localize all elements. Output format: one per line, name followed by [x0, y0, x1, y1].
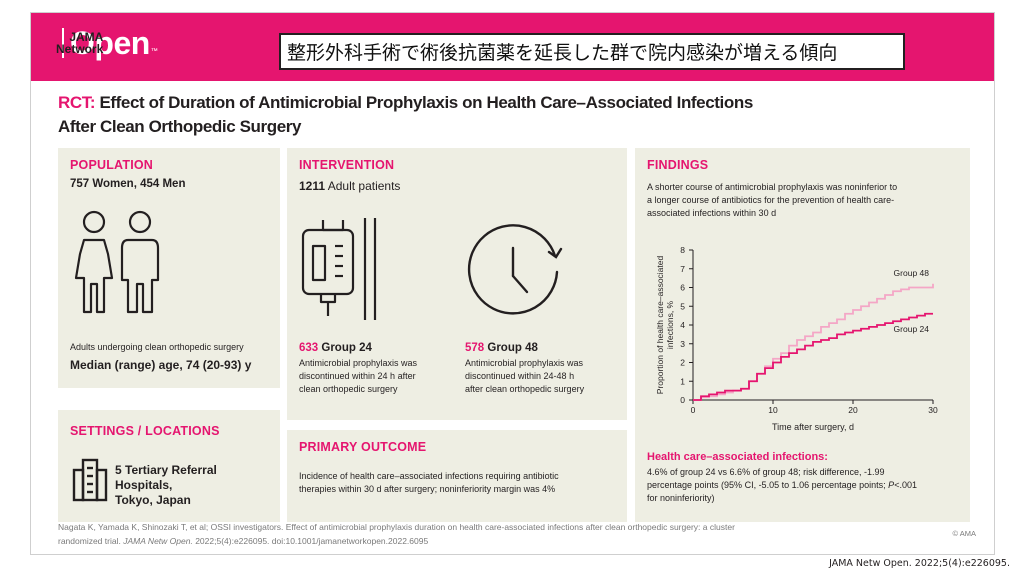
source-caption: JAMA Netw Open. 2022;5(4):e226095.: [829, 558, 1010, 569]
group48-line1: Antimicrobial prophylaxis was: [465, 358, 584, 368]
title-line1: Effect of Duration of Antimicrobial Prop…: [99, 93, 753, 112]
copyright-ama: © AMA: [952, 529, 976, 538]
y-tick-label: 0: [680, 395, 685, 405]
chart-labels: 0 1 2 3 4 5 6 7 8 0 10 20 30 Time after surgery, d Pro…: [655, 245, 938, 432]
header-band: JAMA Network Open ™ 整形外科手術で術後抗菌薬を延長した群で院…: [31, 13, 994, 81]
y-tick-label: 8: [680, 245, 685, 255]
page-title: RCT: Effect of Duration of Antimicrobial…: [58, 91, 958, 139]
citation-line2: randomized trial. JAMA Netw Open. 2022;5…: [58, 534, 918, 548]
y-tick-label: 6: [680, 283, 685, 293]
chart-lines: [693, 283, 934, 401]
outcome-line2: therapies within 30 d after surgery; non…: [299, 484, 556, 494]
group-24-label: Group 24: [894, 324, 930, 334]
logo-line-jama: JAMA: [69, 30, 104, 44]
findings-panel: FINDINGS A shorter course of antimicrobi…: [635, 148, 970, 522]
y-tick-label: 2: [680, 358, 685, 368]
intervention-panel: INTERVENTION 1211 Adult patients: [287, 148, 627, 420]
citation-journal: JAMA Netw Open.: [123, 536, 193, 546]
settings-line3: Tokyo, Japan: [115, 493, 191, 507]
settings-line1: 5 Tertiary Referral: [115, 463, 217, 477]
logo-trademark: ™: [150, 48, 158, 55]
x-tick-label: 0: [691, 405, 696, 415]
people-icon: [74, 210, 160, 314]
group24-line2: discontinued within 24 h after: [299, 371, 416, 381]
result-line1: 4.6% of group 24 vs 6.6% of group 48; ri…: [647, 467, 885, 477]
footer-citation: Nagata K, Yamada K, Shinozaki T, et al; …: [58, 520, 918, 548]
primary-outcome-text: Incidence of health care–associated infe…: [299, 470, 559, 496]
japanese-caption: 整形外科手術で術後抗菌薬を延長した群で院内感染が増える傾向: [279, 33, 905, 70]
infographic-card: JAMA Network Open ™ 整形外科手術で術後抗菌薬を延長した群で院…: [30, 12, 995, 555]
population-description: Adults undergoing clean orthopedic surge…: [70, 342, 244, 352]
group24-line1: Antimicrobial prophylaxis was: [299, 358, 418, 368]
intervention-count: 1211 Adult patients: [299, 179, 400, 193]
x-tick-label: 30: [928, 405, 938, 415]
citation-line1: Nagata K, Yamada K, Shinozaki T, et al; …: [58, 522, 735, 532]
clock-icon: [467, 224, 563, 315]
y-tick-label: 3: [680, 339, 685, 349]
result-line3: for noninferiority): [647, 493, 715, 503]
group48-title: 578 Group 48: [465, 341, 538, 355]
findings-heading: FINDINGS: [647, 158, 709, 172]
intervention-count-number: 1211: [299, 179, 326, 193]
result-line2-pre: percentage points (95% CI, -5.05 to 1.06…: [647, 480, 886, 490]
group24-line3: clean orthopedic surgery: [299, 384, 398, 394]
group-24-line: [693, 312, 933, 401]
y-tick-label: 4: [680, 320, 685, 330]
group-48-label: Group 48: [894, 268, 930, 278]
group24-name: Group 24: [321, 342, 372, 354]
group48-name: Group 48: [487, 342, 538, 354]
findings-line2: a longer course of antibiotics for the p…: [647, 195, 895, 205]
group48-description: Antimicrobial prophylaxis was discontinu…: [465, 357, 584, 396]
settings-location: 5 Tertiary Referral Hospitals, Tokyo, Ja…: [115, 463, 217, 508]
outcome-line1: Incidence of health care–associated infe…: [299, 471, 559, 481]
logo-divider: [62, 28, 64, 58]
population-count: 757 Women, 454 Men: [70, 178, 186, 190]
findings-result-text: 4.6% of group 24 vs 6.6% of group 48; ri…: [647, 466, 917, 505]
settings-line2: Hospitals,: [115, 478, 173, 492]
y-tick-label: 5: [680, 301, 685, 311]
settings-heading: SETTINGS / LOCATIONS: [70, 424, 220, 438]
y-tick-label: 7: [680, 264, 685, 274]
hospital-building-icon: [72, 458, 108, 502]
logo-open: Open: [70, 25, 150, 61]
title-line2: After Clean Orthopedic Surgery: [58, 117, 302, 136]
findings-summary: A shorter course of antimicrobial prophy…: [647, 181, 897, 220]
settings-panel: SETTINGS / LOCATIONS 5 Tertiary Referral…: [58, 410, 280, 522]
population-panel: POPULATION 757 Women, 454 Men Adults und…: [58, 148, 280, 388]
result-line2: percentage points (95% CI, -5.05 to 1.06…: [647, 479, 917, 492]
y-tick-label: 1: [680, 376, 685, 386]
group48-line2: discontinued within 24-48 h: [465, 371, 575, 381]
y-axis-label-line1: Proportion of health care–associated: [655, 256, 665, 395]
x-tick-label: 10: [768, 405, 778, 415]
result-line2-p: P: [888, 480, 895, 490]
findings-line3: associated infections within 30 d: [647, 208, 777, 218]
group24-title: 633 Group 24: [299, 341, 372, 355]
iv-bag-icon: [301, 218, 377, 320]
infection-curve-chart: 0 1 2 3 4 5 6 7 8 0 10 20 30 Time after surgery, d Pro…: [655, 245, 938, 432]
x-axis-label: Time after surgery, d: [772, 422, 854, 432]
intervention-heading: INTERVENTION: [299, 158, 395, 172]
x-tick-label: 20: [848, 405, 858, 415]
group48-line3: after clean orthopedic surgery: [465, 384, 585, 394]
y-axis-label-line2: infections, %: [665, 300, 675, 349]
jama-network-open-logo: JAMA Network Open ™: [56, 27, 158, 59]
intervention-count-label: Adult patients: [327, 179, 401, 193]
logo-line-network: Network: [56, 42, 104, 56]
logo-small-text: JAMA Network: [56, 31, 103, 55]
result-line2-post: <.001: [894, 480, 917, 490]
group24-description: Antimicrobial prophylaxis was discontinu…: [299, 357, 417, 396]
chart-axes: [689, 249, 934, 404]
citation-line2-post: 2022;5(4):e226095. doi:10.1001/jamanetwo…: [195, 536, 429, 546]
primary-outcome-panel: PRIMARY OUTCOME Incidence of health care…: [287, 430, 627, 522]
title-prefix: RCT:: [58, 93, 96, 112]
primary-outcome-heading: PRIMARY OUTCOME: [299, 440, 427, 454]
population-heading: POPULATION: [70, 158, 154, 172]
population-age: Median (range) age, 74 (20-93) y: [70, 358, 252, 372]
findings-result-heading: Health care–associated infections:: [647, 451, 828, 463]
citation-line2-pre: randomized trial.: [58, 536, 121, 546]
group24-n: 633: [299, 342, 319, 354]
findings-line1: A shorter course of antimicrobial prophy…: [647, 182, 898, 192]
group48-n: 578: [465, 342, 485, 354]
